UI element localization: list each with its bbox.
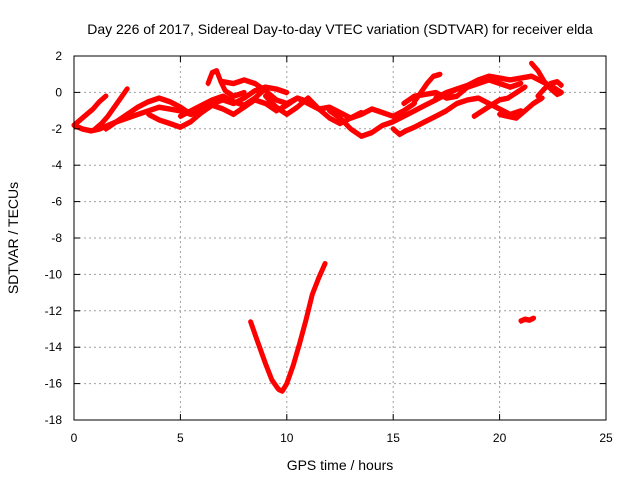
series-arc-3: [92, 86, 130, 132]
series-arc-12: [401, 77, 524, 106]
series-arc-11-texture: [392, 98, 522, 138]
series-arc-2-texture: [73, 97, 107, 129]
y-tick-label: 0: [55, 85, 62, 99]
y-tick-label: -8: [51, 231, 62, 245]
series-dip-texture: [249, 264, 327, 394]
y-tick-label: -14: [45, 340, 63, 354]
y-tick-label: -6: [51, 195, 62, 209]
series-arc-15-texture: [473, 87, 527, 120]
series-arc-10-texture: [328, 89, 458, 140]
series-arc-11: [390, 95, 524, 137]
y-tick-label: -2: [51, 122, 62, 136]
series-arc-15: [471, 84, 528, 119]
series-isolated-segment: [518, 315, 537, 324]
y-tick-label: -4: [51, 158, 62, 172]
series-arc-4: [103, 95, 194, 132]
x-tick-label: 15: [387, 431, 401, 445]
series-arc-14-texture: [434, 77, 563, 101]
y-axis-title: SDTVAR / TECUs: [5, 182, 21, 294]
x-tick-label: 20: [493, 431, 507, 445]
series-arc-4-texture: [104, 98, 192, 132]
x-tick-label: 10: [280, 431, 294, 445]
y-tick-label: -18: [45, 413, 63, 427]
series-arc-3-texture: [94, 89, 129, 132]
series-group: [71, 60, 564, 394]
series-arc-18: [535, 79, 564, 99]
axis-ticks: 0 5 10 15 20 25 -18 -16 -14 -12 -10 -8 -6 -4 -2 0 2: [45, 49, 613, 445]
series-arc-1: [71, 84, 290, 134]
series-arc-6: [177, 86, 268, 119]
series-arc-6-texture: [179, 89, 267, 120]
series-arc-13: [412, 71, 443, 104]
x-axis-title: GPS time / hours: [287, 457, 394, 473]
x-tick-label: 0: [71, 431, 78, 445]
series-arc-2: [71, 93, 109, 128]
series-arc-7-texture: [207, 71, 246, 99]
chart-title: Day 226 of 2017, Sidereal Day-to-day VTE…: [87, 21, 593, 37]
y-tick-label: -12: [45, 304, 63, 318]
x-tick-label: 25: [599, 431, 613, 445]
y-tick-label: 2: [55, 49, 62, 63]
series-isolated-segment-texture: [519, 319, 535, 324]
series-arc-18-texture: [536, 82, 563, 99]
y-tick-label: -16: [45, 377, 63, 391]
series-arc-12-texture: [402, 80, 522, 107]
x-tick-label: 5: [177, 431, 184, 445]
series-arc-13-texture: [413, 75, 441, 105]
y-tick-label: -10: [45, 267, 63, 281]
series-arc-16-texture: [498, 98, 544, 121]
series-arc-16: [497, 95, 545, 121]
